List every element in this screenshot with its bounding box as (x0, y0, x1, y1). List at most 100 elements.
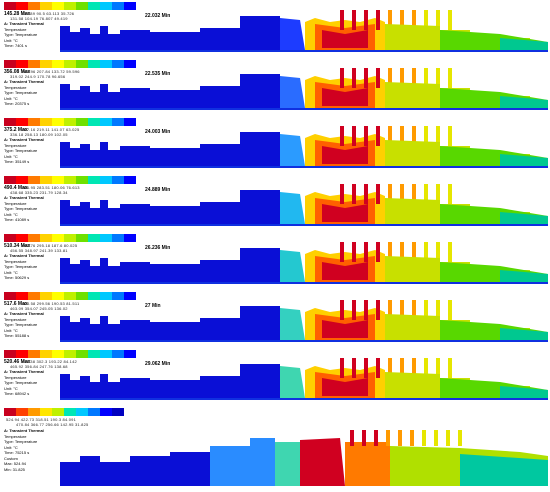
legend-swatch (4, 60, 16, 68)
legend-swatch (52, 292, 64, 300)
fin (434, 430, 438, 446)
fin (352, 242, 356, 262)
legend-swatch (112, 2, 124, 10)
info-time: Time: 20375 s (4, 101, 44, 107)
legend-swatch (100, 118, 112, 126)
legend-swatch (16, 2, 28, 10)
fin (352, 358, 356, 378)
min-value: 24.889 Min (145, 187, 170, 193)
legend-swatch (100, 408, 112, 416)
min-value: 26.236 Min (145, 245, 170, 251)
legend-swatch (28, 2, 40, 10)
fin (340, 358, 344, 378)
legend-swatch (76, 60, 88, 68)
legend-swatch (28, 350, 40, 358)
legend-swatch (100, 2, 112, 10)
info-title: A: Transient Thermal (4, 79, 44, 85)
legend-swatch (76, 234, 88, 242)
result-info: A: Transient ThermalTemperatureType: Tem… (4, 253, 44, 281)
legend-swatch (52, 408, 64, 416)
info-time: Time: 7401 s (4, 43, 44, 49)
legend-swatch (88, 118, 100, 126)
legend-swatch (16, 292, 28, 300)
fin (352, 68, 356, 88)
result-panel-final: 524.94 422.73 318.51 190.3 84.091470.84 … (0, 406, 550, 492)
legend-swatch (4, 408, 16, 416)
fin (340, 68, 344, 88)
fin (376, 10, 380, 30)
min-value: 24.003 Min (145, 129, 170, 135)
legend-swatch (76, 2, 88, 10)
result-info: A: Transient ThermalTemperatureType: Tem… (4, 195, 44, 223)
legend-swatch (124, 234, 136, 242)
result-panel: 375.2 Max297.16 219.11 141.07 63.025336.… (0, 116, 550, 174)
color-legend (4, 408, 124, 416)
legend-swatch (40, 350, 52, 358)
base-strip (60, 108, 548, 110)
legend-swatch (64, 2, 76, 10)
fin (376, 358, 380, 378)
legend-swatch (88, 292, 100, 300)
info-time: Time: 41089 s (4, 217, 44, 223)
legend-swatch (52, 118, 64, 126)
base-strip (60, 166, 548, 168)
legend-swatch (64, 176, 76, 184)
legend-swatch (124, 118, 136, 126)
legend-swatch (88, 234, 100, 242)
result-info: A: Transient ThermalTemperatureType: Tem… (4, 137, 44, 165)
legend-swatch (88, 350, 100, 358)
legend-swatch (52, 350, 64, 358)
part-left-body (60, 132, 295, 166)
legend-swatch (64, 234, 76, 242)
result-info: A: Transient ThermalTemperatureType: Tem… (4, 428, 44, 472)
info-title: A: Transient Thermal (4, 369, 44, 375)
part-core (345, 442, 390, 486)
part-transition (280, 134, 305, 166)
fin (364, 242, 368, 262)
legend-swatch (16, 176, 28, 184)
fin (422, 430, 426, 446)
legend-swatch (100, 292, 112, 300)
color-legend (4, 234, 136, 242)
part-left-body (60, 248, 295, 282)
fin (340, 184, 344, 204)
legend-swatch (88, 408, 100, 416)
legend-swatch (76, 350, 88, 358)
legend-swatch (52, 234, 64, 242)
fin (376, 68, 380, 88)
legend-swatch (112, 350, 124, 358)
fin (352, 184, 356, 204)
legend-swatch (40, 408, 52, 416)
legend-swatch (16, 60, 28, 68)
info-time: Time: 50629 s (4, 275, 44, 281)
part-left-body (60, 190, 295, 224)
legend-swatch (64, 408, 76, 416)
legend-swatch (4, 118, 16, 126)
legend-swatch (100, 60, 112, 68)
fin (352, 126, 356, 146)
fin (410, 430, 414, 446)
legend-swatch (4, 292, 16, 300)
legend-swatch (64, 350, 76, 358)
part-transition (280, 192, 305, 224)
info-line: Min: 31.825 (4, 467, 44, 473)
legend-swatch (40, 118, 52, 126)
info-time: Time: 35149 s (4, 159, 44, 165)
fin (376, 300, 380, 320)
result-panel: 145.28 Max117.89 90.5 63.113 35.726131.5… (0, 0, 550, 58)
fin (376, 242, 380, 262)
legend-swatch (124, 2, 136, 10)
result-info: A: Transient ThermalTemperatureType: Tem… (4, 369, 44, 397)
color-legend (4, 292, 136, 300)
fin (458, 430, 462, 446)
fin (350, 430, 354, 446)
base-strip (60, 50, 548, 52)
legend-swatch (88, 2, 100, 10)
legend-swatch (40, 176, 52, 184)
legend-swatch (64, 292, 76, 300)
result-info: A: Transient ThermalTemperatureType: Tem… (4, 21, 44, 49)
part-transition (280, 366, 305, 398)
part-mid (210, 438, 275, 486)
legend-swatch (124, 60, 136, 68)
color-legend (4, 350, 136, 358)
